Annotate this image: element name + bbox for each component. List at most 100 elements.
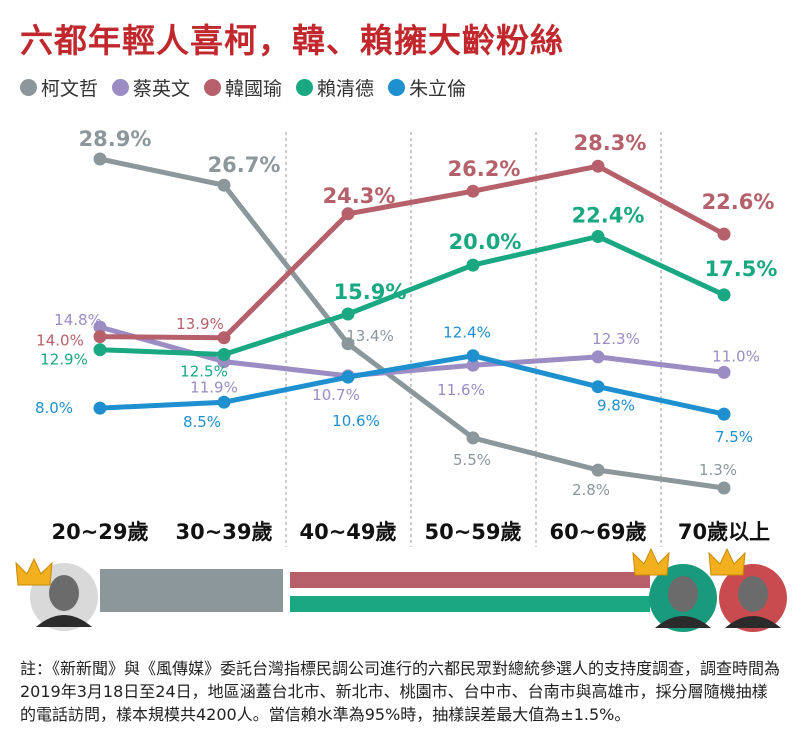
data-label: 11.9% [190, 379, 238, 397]
data-label: 8.0% [35, 399, 73, 417]
data-label: 12.3% [592, 330, 640, 348]
data-point [93, 343, 107, 357]
data-label: 5.5% [453, 451, 491, 469]
data-point [93, 330, 107, 344]
series-line [97, 353, 727, 417]
legend-swatch [20, 79, 37, 96]
data-point [591, 159, 605, 173]
x-tick-label: 50~59歲 [424, 520, 521, 544]
data-label: 26.7% [208, 153, 281, 177]
data-point [466, 258, 480, 272]
crown-icon [15, 557, 53, 586]
x-tick-label: 20~29歲 [51, 520, 148, 544]
avatar-lai [649, 564, 717, 632]
avatar-han [719, 564, 787, 632]
data-label: 10.7% [312, 386, 360, 404]
data-label: 11.6% [437, 381, 485, 399]
data-point [341, 370, 355, 384]
data-point [717, 288, 731, 302]
legend: 柯文哲 蔡英文 韓國瑜 賴清德 朱立倫 [20, 74, 466, 101]
avatar-face [668, 576, 698, 612]
avatar-face [738, 576, 768, 612]
legend-item: 蔡英文 [112, 74, 190, 101]
data-point [717, 227, 731, 241]
leader-bar-lai [290, 596, 650, 612]
legend-label: 柯文哲 [41, 78, 99, 100]
chart-title: 六都年輕人喜柯，韓、賴擁大齡粉絲 [20, 21, 564, 60]
legend-label: 韓國瑜 [225, 78, 283, 100]
data-point [93, 152, 107, 166]
data-point [466, 184, 480, 198]
legend-item: 韓國瑜 [204, 74, 282, 101]
data-point [341, 307, 355, 321]
data-label: 12.4% [443, 324, 491, 342]
data-label: 14.0% [36, 332, 84, 350]
avatar-body [655, 616, 711, 628]
data-point [591, 380, 605, 394]
data-point [591, 350, 605, 364]
line-chart: 20~29歲 30~39歲 40~49歲 50~59歲 60~69歲 70歲以上 28.9%… [15, 127, 787, 632]
data-label: 28.3% [574, 131, 647, 155]
data-label: 15.9% [334, 280, 407, 304]
data-label: 1.3% [699, 461, 737, 479]
data-point [466, 349, 480, 363]
leader-bar-ko [100, 569, 283, 612]
avatar-body [725, 616, 781, 628]
data-point [217, 395, 231, 409]
avatar-face [49, 575, 79, 611]
data-point [717, 407, 731, 421]
x-tick-label: 70歲以上 [678, 520, 770, 544]
data-label: 22.4% [572, 204, 645, 228]
data-label: 11.0% [712, 347, 760, 365]
data-point [466, 358, 480, 372]
data-point [341, 207, 355, 221]
legend-swatch [112, 79, 130, 96]
data-point [93, 401, 107, 415]
data-label: 17.5% [705, 257, 778, 281]
legend-item: 賴清德 [296, 74, 374, 101]
data-label: 8.5% [183, 413, 221, 431]
data-label: 9.8% [597, 397, 635, 415]
data-label: 10.6% [332, 412, 380, 430]
legend-swatch [204, 79, 222, 96]
series-line [97, 156, 727, 491]
footnote: 註：《新新聞》與《風傳媒》委託台灣指標民調公司進行的六都民眾對總統參選人的支持度… [20, 659, 781, 724]
crown-icon [708, 547, 746, 576]
data-label: 26.2% [448, 157, 521, 181]
data-label: 14.8% [54, 311, 102, 329]
data-label: 28.9% [79, 127, 152, 151]
data-label: 22.6% [702, 190, 775, 214]
avatar-body [36, 615, 92, 627]
x-tick-label: 30~39歲 [175, 520, 272, 544]
data-point [93, 320, 107, 334]
data-point [466, 431, 480, 445]
data-point [217, 178, 231, 192]
data-label: 13.9% [176, 315, 224, 333]
legend-swatch [296, 79, 314, 96]
data-point [717, 365, 731, 379]
data-label: 13.4% [346, 327, 394, 345]
x-tick-label: 60~69歲 [549, 520, 646, 544]
data-label: 24.3% [323, 184, 396, 208]
legend-item: 柯文哲 [20, 74, 98, 101]
data-label: 7.5% [715, 428, 753, 446]
legend-label: 賴清德 [317, 78, 375, 100]
data-point [717, 481, 731, 495]
legend-swatch [388, 79, 406, 96]
legend-item: 朱立倫 [388, 74, 466, 101]
data-point [591, 230, 605, 243]
series-line [97, 163, 727, 341]
data-label: 12.9% [40, 351, 88, 369]
leader-bar-han [290, 572, 650, 588]
data-point [591, 463, 605, 477]
x-tick-label: 40~49歲 [299, 520, 396, 544]
data-label: 2.8% [572, 481, 610, 499]
legend-label: 朱立倫 [409, 78, 467, 100]
legend-label: 蔡英文 [133, 78, 191, 100]
data-label: 20.0% [449, 230, 522, 254]
data-label: 12.5% [180, 363, 228, 381]
series-line [97, 234, 727, 357]
crown-icon [632, 547, 670, 576]
data-point [341, 337, 355, 351]
data-point [217, 348, 231, 361]
